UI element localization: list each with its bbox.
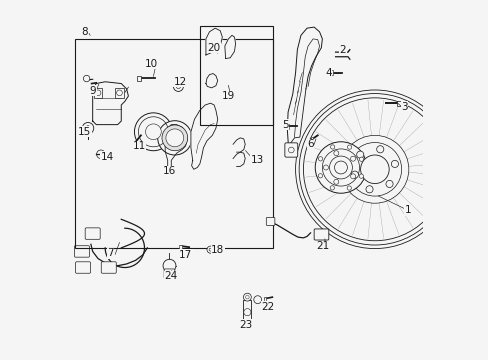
Circle shape bbox=[350, 171, 358, 178]
Circle shape bbox=[209, 248, 212, 251]
FancyBboxPatch shape bbox=[164, 269, 175, 278]
Circle shape bbox=[333, 151, 338, 156]
Circle shape bbox=[318, 174, 322, 178]
Circle shape bbox=[346, 186, 351, 190]
FancyBboxPatch shape bbox=[313, 229, 328, 240]
Text: 15: 15 bbox=[78, 127, 91, 137]
Circle shape bbox=[376, 146, 383, 153]
Circle shape bbox=[173, 81, 183, 91]
Polygon shape bbox=[224, 35, 235, 59]
Text: 24: 24 bbox=[164, 271, 178, 282]
Text: 9: 9 bbox=[89, 86, 96, 96]
Circle shape bbox=[157, 121, 192, 155]
Circle shape bbox=[162, 125, 187, 151]
Polygon shape bbox=[190, 103, 217, 169]
Bar bbox=[243, 300, 251, 321]
Circle shape bbox=[330, 145, 334, 149]
Bar bbox=[200, 26, 272, 125]
Circle shape bbox=[165, 129, 183, 147]
Circle shape bbox=[243, 293, 251, 301]
Circle shape bbox=[350, 174, 355, 179]
Polygon shape bbox=[205, 28, 222, 55]
Text: 14: 14 bbox=[100, 152, 113, 162]
Circle shape bbox=[390, 160, 398, 167]
Text: 6: 6 bbox=[306, 139, 313, 149]
Text: 7: 7 bbox=[107, 248, 114, 258]
FancyBboxPatch shape bbox=[285, 143, 297, 157]
Bar bbox=[179, 245, 182, 249]
Circle shape bbox=[356, 151, 363, 158]
Circle shape bbox=[347, 145, 351, 149]
Text: 2: 2 bbox=[339, 45, 346, 55]
Circle shape bbox=[82, 122, 94, 134]
Text: 12: 12 bbox=[173, 77, 186, 87]
Text: 16: 16 bbox=[163, 166, 176, 176]
Bar bbox=[310, 137, 313, 141]
Text: 1: 1 bbox=[404, 205, 410, 215]
Circle shape bbox=[359, 157, 363, 161]
FancyBboxPatch shape bbox=[266, 217, 274, 225]
Circle shape bbox=[334, 161, 346, 174]
Polygon shape bbox=[205, 73, 217, 88]
Text: 18: 18 bbox=[211, 245, 224, 255]
FancyBboxPatch shape bbox=[101, 262, 116, 273]
Bar bbox=[137, 76, 140, 81]
Circle shape bbox=[134, 113, 172, 151]
Text: 17: 17 bbox=[179, 250, 192, 260]
Text: 13: 13 bbox=[250, 156, 263, 165]
Circle shape bbox=[253, 296, 261, 303]
Circle shape bbox=[318, 157, 322, 161]
Circle shape bbox=[359, 174, 363, 178]
Circle shape bbox=[315, 142, 366, 193]
Bar bbox=[94, 88, 102, 98]
Bar bbox=[286, 123, 288, 129]
Text: 11: 11 bbox=[132, 141, 145, 151]
Circle shape bbox=[206, 246, 214, 253]
Circle shape bbox=[350, 156, 355, 161]
Text: 22: 22 bbox=[261, 302, 274, 312]
Circle shape bbox=[365, 186, 372, 193]
Text: 21: 21 bbox=[316, 241, 329, 251]
FancyBboxPatch shape bbox=[75, 262, 90, 273]
Circle shape bbox=[97, 150, 105, 158]
Bar bbox=[131, 141, 135, 147]
Text: 20: 20 bbox=[207, 43, 220, 53]
Bar bbox=[397, 101, 402, 106]
FancyBboxPatch shape bbox=[74, 246, 89, 257]
Text: 10: 10 bbox=[145, 59, 158, 69]
Text: 3: 3 bbox=[400, 102, 407, 112]
Circle shape bbox=[163, 259, 176, 272]
Text: 8: 8 bbox=[81, 27, 88, 37]
Circle shape bbox=[323, 165, 328, 170]
Circle shape bbox=[329, 186, 334, 190]
Polygon shape bbox=[165, 125, 187, 171]
FancyBboxPatch shape bbox=[85, 228, 100, 239]
Circle shape bbox=[360, 155, 388, 184]
Circle shape bbox=[83, 75, 90, 82]
Text: 5: 5 bbox=[282, 120, 288, 130]
Bar bbox=[330, 70, 332, 75]
Circle shape bbox=[176, 84, 180, 89]
Text: 23: 23 bbox=[239, 320, 252, 330]
Bar bbox=[75, 39, 272, 248]
Circle shape bbox=[385, 180, 392, 188]
Polygon shape bbox=[93, 82, 128, 125]
Circle shape bbox=[333, 179, 338, 184]
Circle shape bbox=[244, 309, 250, 316]
Text: 4: 4 bbox=[325, 68, 331, 78]
Bar bbox=[115, 88, 123, 98]
Text: 19: 19 bbox=[222, 91, 235, 101]
Circle shape bbox=[145, 124, 161, 140]
Bar bbox=[263, 297, 266, 301]
